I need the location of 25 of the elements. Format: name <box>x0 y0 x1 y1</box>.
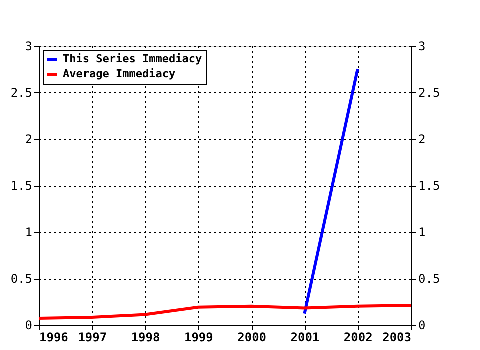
y-tick-label: 0 <box>25 318 32 332</box>
y-tick-label: 1 <box>25 226 32 240</box>
x-tick-label: 1997 <box>78 330 108 344</box>
y2-tick-label: 0.5 <box>418 272 440 286</box>
y2-tick-label: 0 <box>418 318 426 332</box>
legend-label: Average Immediacy <box>63 68 176 80</box>
x-tick-label: 1996 <box>40 330 68 344</box>
x-tick-label: 1999 <box>184 330 214 344</box>
y-tick-label: 1.5 <box>10 179 32 193</box>
y2-tick-label: 1.5 <box>418 179 440 193</box>
x-tick-label: 2002 <box>344 330 373 344</box>
x-tick-label: 2000 <box>238 330 267 344</box>
y2-tick-label: 2 <box>418 132 426 146</box>
line-series <box>38 304 412 320</box>
y-tick-label: 3 <box>25 40 32 54</box>
x-tick-label: 2001 <box>290 330 320 344</box>
y2-tick-label: 3 <box>418 40 426 54</box>
y-tick-label: 0.5 <box>10 272 32 286</box>
y2-tick-label: 2.5 <box>418 86 440 100</box>
legend-label: This Series Immediacy <box>63 52 202 66</box>
x-tick-label: 2003 <box>382 330 412 344</box>
y-tick-label: 2.5 <box>10 86 32 100</box>
y-tick-label: 2 <box>25 132 32 146</box>
y2-tick-label: 1 <box>418 226 426 240</box>
x-tick-label: 1998 <box>131 330 160 344</box>
